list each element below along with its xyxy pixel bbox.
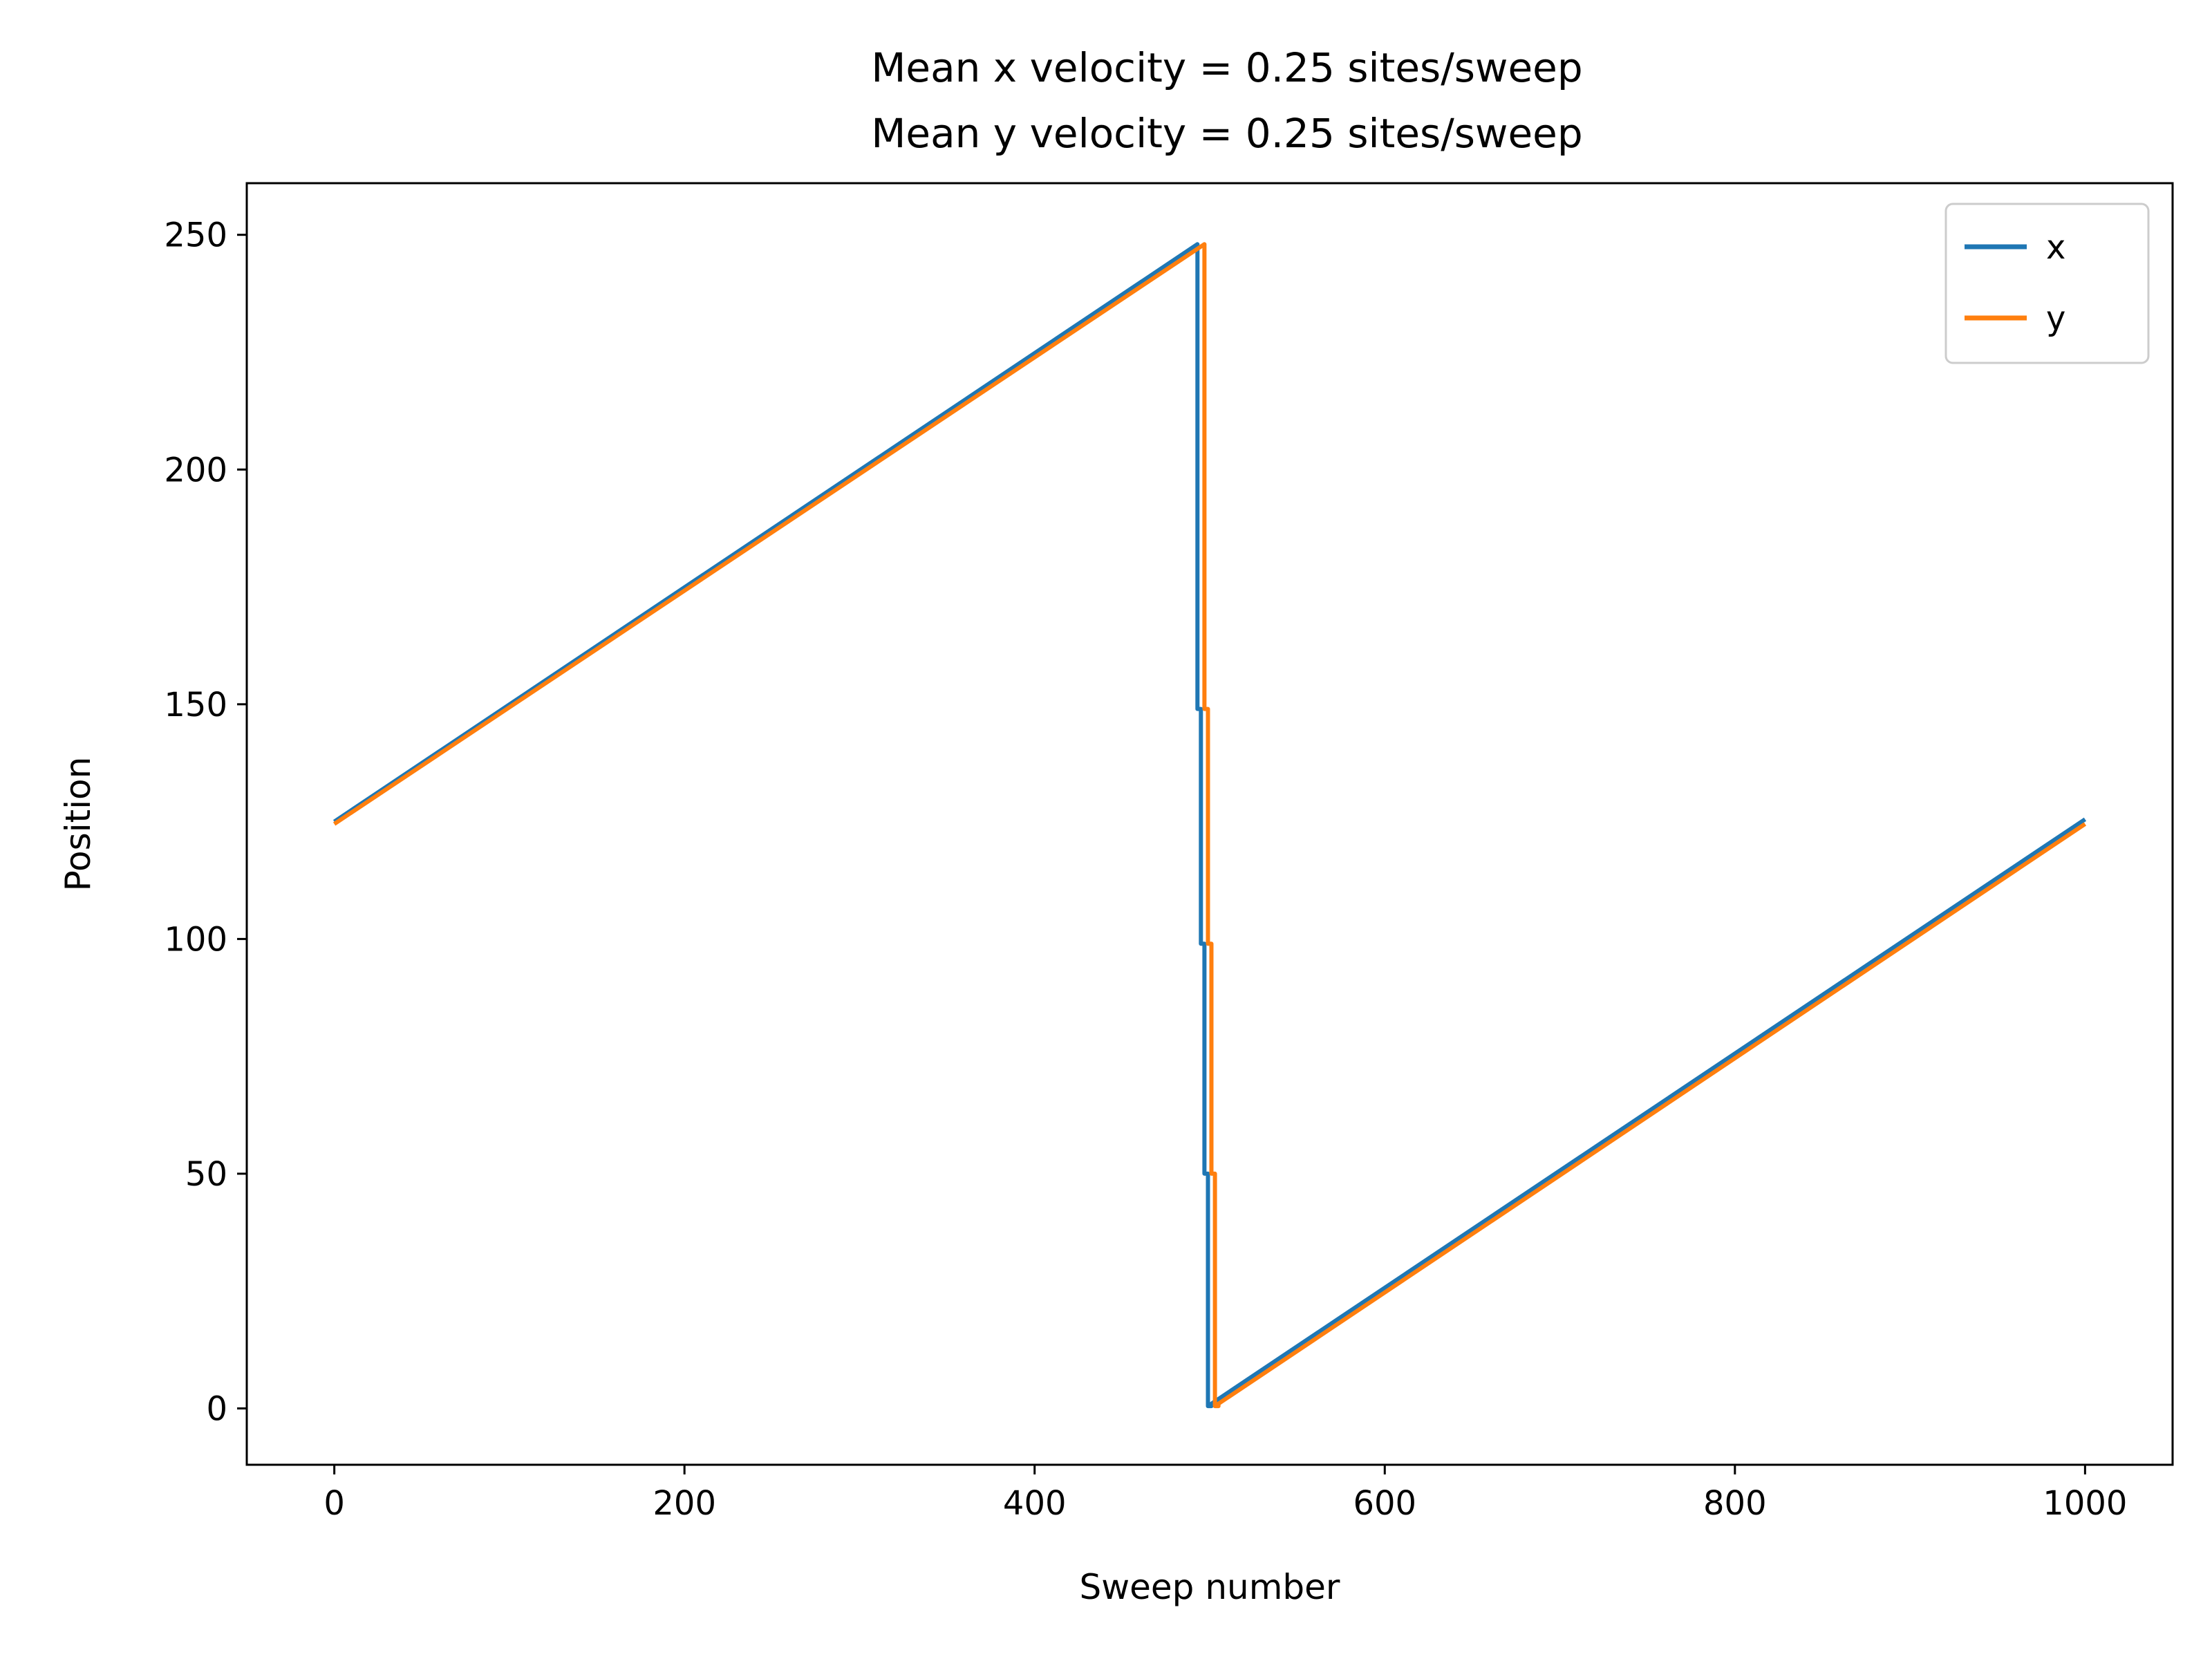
y-axis-label: Position bbox=[58, 757, 98, 892]
plot-area: 0 200 400 600 800 1000 0 50 100 150 200 250 bbox=[164, 182, 2174, 1523]
x-tick-label: 200 bbox=[653, 1484, 716, 1523]
chart-title-line-1: Mean x velocity = 0.25 sites/sweep bbox=[871, 44, 1582, 91]
y-tick-label: 100 bbox=[164, 920, 227, 959]
x-tick-label: 600 bbox=[1353, 1484, 1416, 1523]
y-tick-label: 250 bbox=[164, 216, 227, 255]
y-axis-ticks: 0 50 100 150 200 250 bbox=[164, 216, 247, 1429]
legend-box bbox=[1944, 203, 2150, 364]
legend-label-x: x bbox=[2046, 228, 2065, 267]
legend: x y bbox=[1944, 203, 2150, 364]
y-tick-label: 200 bbox=[164, 451, 227, 489]
x-tick-label: 0 bbox=[324, 1484, 345, 1523]
series-layer bbox=[332, 242, 2087, 1409]
y-tick-label: 150 bbox=[164, 686, 227, 724]
chart-title-line-2: Mean y velocity = 0.25 sites/sweep bbox=[871, 110, 1582, 157]
x-tick-label: 1000 bbox=[2043, 1484, 2127, 1523]
x-tick-label: 800 bbox=[1703, 1484, 1767, 1523]
x-axis-label: Sweep number bbox=[1080, 1567, 1340, 1607]
plot-frame bbox=[245, 182, 2174, 1466]
y-tick-label: 50 bbox=[185, 1155, 227, 1194]
y-tick-label: 0 bbox=[206, 1390, 227, 1429]
legend-label-y: y bbox=[2046, 299, 2065, 338]
series-line-y bbox=[332, 242, 2087, 1409]
x-axis-ticks: 0 200 400 600 800 1000 bbox=[324, 1465, 2127, 1523]
x-tick-label: 400 bbox=[1003, 1484, 1067, 1523]
series-line-x bbox=[332, 242, 2087, 1409]
